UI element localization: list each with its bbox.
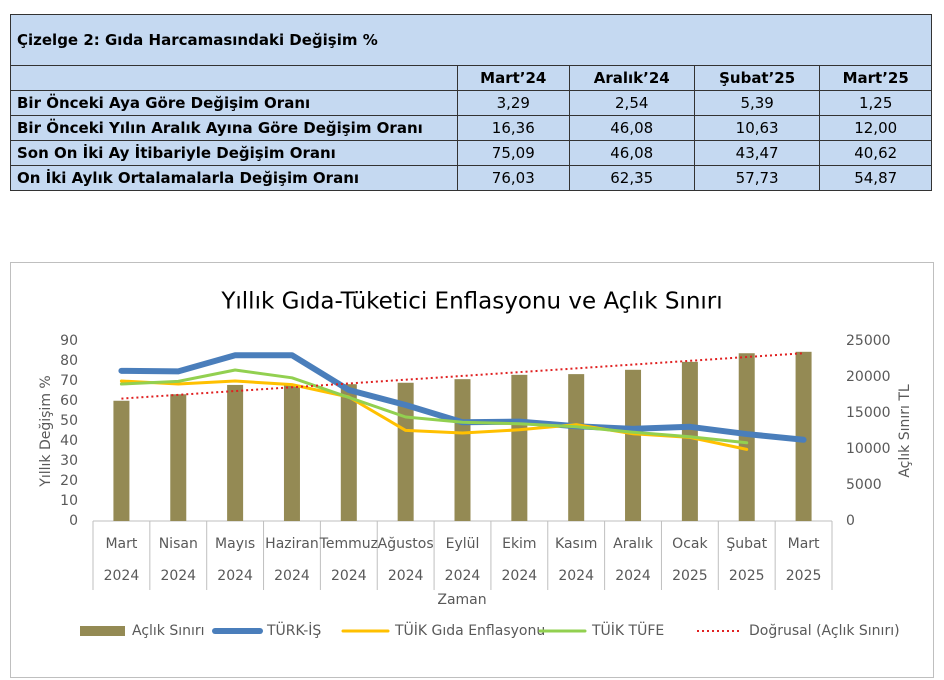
y-tick-label: 70: [60, 373, 78, 389]
x-tick-year: 2025: [672, 568, 708, 584]
chart-frame: [10, 262, 934, 678]
bar: [738, 353, 755, 521]
bar: [625, 369, 642, 521]
x-tick-label: Temmuz: [319, 536, 378, 552]
x-tick-year: 2024: [445, 568, 481, 584]
header-row: Mart’24 Aralık’24 Şubat’25 Mart’25: [10, 65, 932, 91]
cell: 62,35: [568, 165, 695, 191]
x-tick-year: 2025: [729, 568, 765, 584]
chart-title: Yıllık Gıda-Tüketici Enflasyonu ve Açlık…: [220, 289, 722, 315]
x-tick-label: Ekim: [502, 536, 536, 552]
y-tick-label: 40: [60, 433, 78, 449]
row-label: Bir Önceki Aya Göre Değişim Oranı: [10, 90, 458, 116]
row-label: Bir Önceki Yılın Aralık Ayına Göre Değiş…: [10, 115, 458, 141]
x-tick-year: 2024: [388, 568, 424, 584]
bar: [113, 400, 130, 521]
cell: 54,87: [819, 165, 932, 191]
y-tick-label: 30: [60, 453, 78, 469]
cell: 46,08: [568, 140, 695, 166]
x-tick-label: Eylül: [446, 536, 480, 552]
line-series: [119, 368, 749, 445]
x-tick-year: 2025: [786, 568, 822, 584]
table-row: Bir Önceki Aya Göre Değişim Oranı 3,29 2,5…: [10, 90, 932, 116]
bar: [170, 394, 187, 521]
y-tick-label: 0: [69, 513, 78, 529]
table-title: Çizelge 2: Gıda Harcamasındaki Değişim %: [10, 14, 932, 66]
y2-tick-label: 10000: [846, 441, 891, 457]
x-tick-label: Aralık: [613, 536, 654, 552]
y2-tick-label: 20000: [846, 369, 891, 385]
y2-tick-label: 0: [846, 513, 855, 529]
row-label: On İki Aylık Ortalamalarla Değişim Oranı: [10, 165, 458, 191]
bar: [283, 384, 300, 521]
x-tick-label: Kasım: [555, 536, 597, 552]
cell: 10,63: [693, 115, 821, 141]
bar: [795, 351, 812, 521]
x-axis-title: Zaman: [437, 592, 486, 608]
y2-tick-label: 5000: [846, 477, 882, 493]
x-tick-year: 2024: [104, 568, 140, 584]
legend-swatch: [80, 626, 125, 636]
legend-label: Açlık Sınırı: [132, 623, 205, 639]
cell: 75,09: [457, 140, 570, 166]
column-header: Mart’24: [457, 65, 570, 91]
x-tick-label: Nisan: [159, 536, 198, 552]
cell: 12,00: [819, 115, 932, 141]
legend-label: TÜRK-İŞ: [266, 621, 321, 639]
x-tick-year: 2024: [331, 568, 367, 584]
bar: [454, 379, 471, 521]
cell: 43,47: [693, 140, 821, 166]
y-tick-label: 10: [60, 493, 78, 509]
legend-label: TÜİK Gıda Enflasyonu: [394, 621, 545, 639]
legend-label: Doğrusal (Açlık Sınırı): [749, 623, 900, 639]
y-axis-title: Yıllık Değişim %: [38, 375, 54, 487]
table-row: On İki Aylık Ortalamalarla Değişim Oranı…: [10, 165, 932, 191]
x-tick-year: 2024: [615, 568, 651, 584]
cell: 2,54: [568, 90, 695, 116]
cell: 3,29: [457, 90, 570, 116]
cell: 76,03: [457, 165, 570, 191]
y2-tick-label: 15000: [846, 405, 891, 421]
y-tick-label: 60: [60, 393, 78, 409]
cell: 16,36: [457, 115, 570, 141]
x-tick-label: Mayıs: [215, 536, 255, 552]
bar: [511, 374, 528, 521]
y-tick-label: 80: [60, 353, 78, 369]
column-header: Aralık’24: [568, 65, 695, 91]
row-label: Son On İki Ay İtibariyle Değişim Oranı: [10, 140, 458, 166]
x-tick-label: Mart: [788, 536, 820, 552]
line-series: [121, 352, 804, 400]
x-tick-label: Haziran: [265, 536, 319, 552]
bar: [681, 361, 698, 521]
x-tick-label: Mart: [105, 536, 137, 552]
bar: [568, 374, 585, 521]
x-tick-year: 2024: [274, 568, 310, 584]
x-tick-label: Ağustos: [378, 536, 434, 552]
data-table: Çizelge 2: Gıda Harcamasındaki Değişim %…: [10, 14, 932, 191]
x-tick-year: 2024: [217, 568, 253, 584]
legend-label: TÜİK TÜFE: [591, 621, 664, 639]
y2-axis-title: Açlık Sınırı TL: [897, 384, 913, 478]
y-tick-label: 90: [60, 333, 78, 349]
x-tick-label: Şubat: [726, 536, 767, 552]
x-tick-year: 2024: [558, 568, 594, 584]
y-tick-label: 50: [60, 413, 78, 429]
bar: [340, 384, 357, 521]
x-tick-year: 2024: [160, 568, 196, 584]
table-row: Son On İki Ay İtibariyle Değişim Oranı 75…: [10, 140, 932, 166]
bar: [227, 384, 244, 521]
cell: 1,25: [819, 90, 932, 116]
y-tick-label: 20: [60, 473, 78, 489]
x-tick-year: 2024: [502, 568, 538, 584]
cell: 5,39: [693, 90, 821, 116]
x-tick-label: Ocak: [672, 536, 708, 552]
column-header: Mart’25: [819, 65, 932, 91]
y2-tick-label: 25000: [846, 333, 891, 349]
cell: 57,73: [693, 165, 821, 191]
